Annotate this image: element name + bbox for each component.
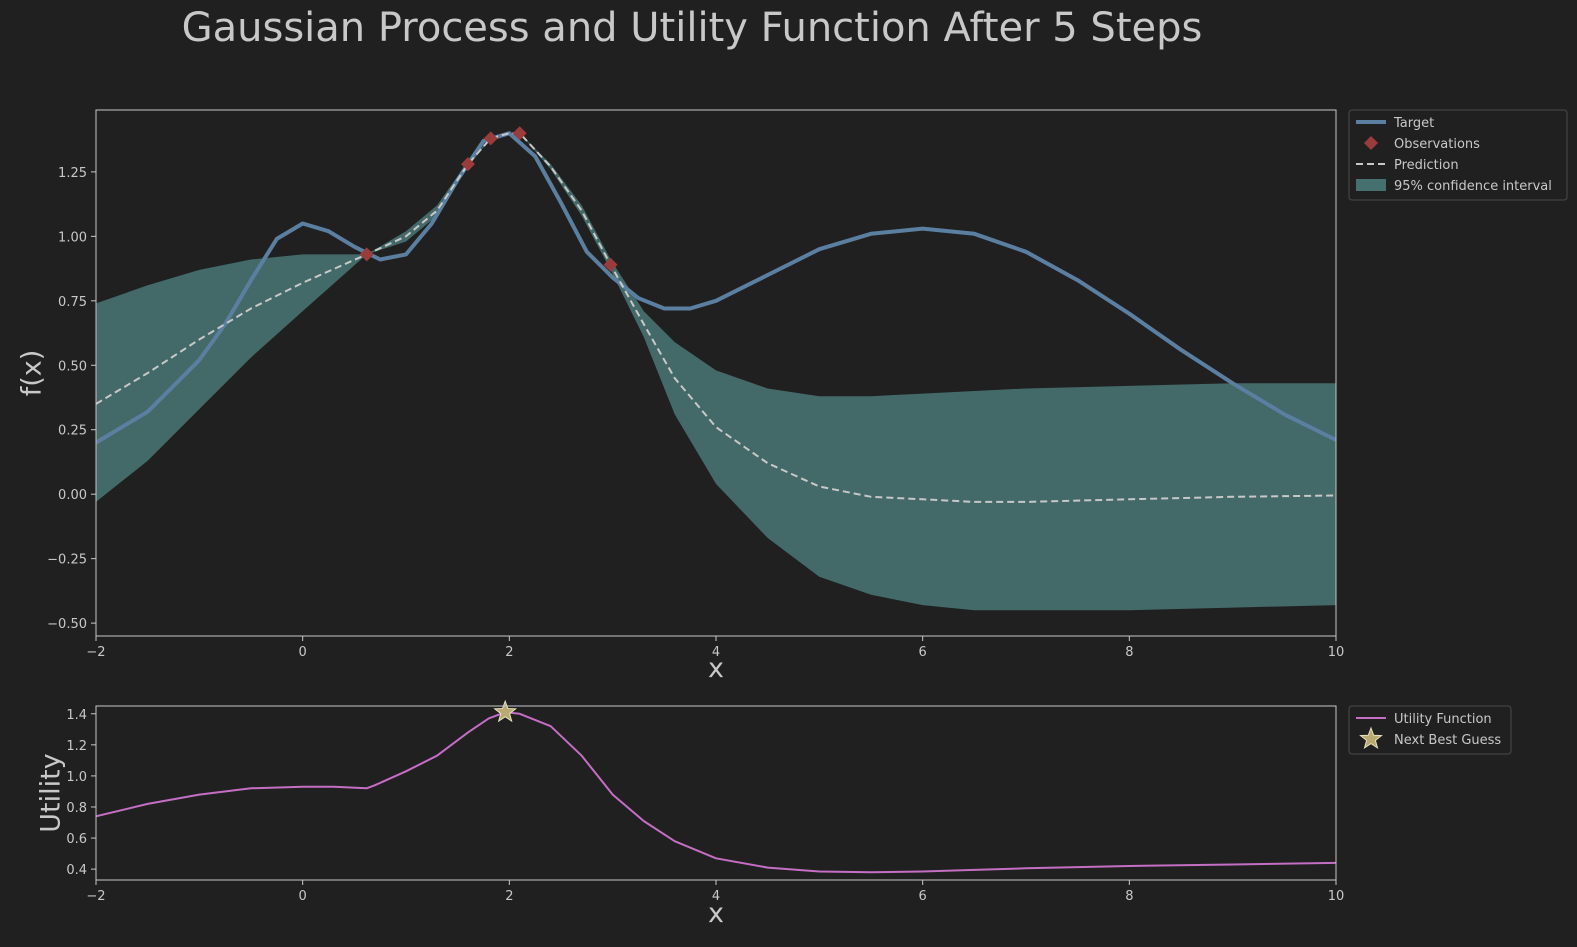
y-tick-label: 0.6 [66, 832, 87, 847]
utility-plot-area [96, 699, 1336, 874]
legend-label: Target [1393, 116, 1434, 131]
x-tick-label: 2 [505, 889, 513, 904]
observation-point [512, 126, 527, 141]
legend-swatch [1356, 179, 1386, 191]
x-tick-label: 8 [1125, 889, 1133, 904]
figure-title: Gaussian Process and Utility Function Af… [182, 5, 1203, 51]
gp-plot-area [96, 126, 1336, 611]
y-tick-label: 0.4 [66, 863, 87, 878]
x-tick-label: 4 [712, 889, 720, 904]
legend-label: Next Best Guess [1394, 733, 1501, 748]
legend-box [1348, 705, 1512, 755]
y-tick-label: 1.0 [66, 770, 87, 785]
y-tick-label: 1.2 [66, 739, 87, 754]
observation-point [461, 157, 475, 172]
utility-utility-function-line [96, 711, 1336, 874]
utility-legend: Utility Function Next Best Guess [1348, 705, 1512, 755]
y-tick-label: −0.50 [47, 617, 87, 632]
y-tick-label: 0.25 [58, 424, 87, 439]
y-tick-label: 1.4 [66, 708, 87, 723]
x-tick-label: 6 [919, 889, 927, 904]
y-tick-label: 0.50 [58, 359, 87, 374]
observation-point [359, 247, 374, 262]
gp-y-axis-label: f(x) [17, 350, 48, 397]
legend-label: Prediction [1394, 158, 1459, 173]
x-tick-label: 10 [1328, 645, 1345, 660]
gp-y-ticks: −0.50 −0.25 0.00 0.25 0.50 0.75 1.00 1.25 [47, 166, 96, 632]
gp-prediction-line [96, 132, 1336, 503]
y-tick-label: −0.25 [47, 553, 87, 568]
utility-axes: −2 0 2 4 6 8 10 0.4 0.6 0.8 1.0 1.2 1.4 x Utility U… [36, 699, 1512, 929]
x-tick-label: 0 [299, 889, 307, 904]
utility-axes-frame [95, 705, 1337, 881]
legend-label: Observations [1394, 137, 1480, 152]
x-tick-label: 6 [919, 645, 927, 660]
next-best-guess-marker [493, 699, 518, 723]
x-tick-label: 8 [1125, 645, 1133, 660]
legend-swatch [1364, 136, 1378, 150]
legend-swatch [1359, 726, 1383, 750]
y-tick-label: 1.25 [58, 166, 87, 181]
y-tick-label: 0.75 [58, 295, 87, 310]
gp-x-axis-label: x [708, 653, 724, 684]
x-tick-label: 4 [712, 645, 720, 660]
y-tick-label: 0.00 [58, 488, 87, 503]
x-tick-label: 10 [1328, 889, 1345, 904]
gp-legend: Target Observations Prediction 95% confiden… [1348, 109, 1568, 201]
utility-x-axis-label: x [708, 898, 724, 929]
x-tick-label: −2 [86, 645, 105, 660]
gp-95-confidence-interval-band [96, 133, 1336, 611]
gp-target-line [96, 131, 1336, 445]
observation-point [603, 257, 618, 272]
x-tick-label: 0 [299, 645, 307, 660]
observation-point [483, 131, 498, 146]
y-tick-label: 1.00 [58, 230, 87, 245]
x-tick-label: 2 [505, 645, 513, 660]
utility-y-ticks: 0.4 0.6 0.8 1.0 1.2 1.4 [66, 708, 96, 878]
legend-label: Utility Function [1394, 712, 1492, 727]
gp-x-ticks: −2 0 2 4 6 8 10 [86, 636, 1344, 660]
x-tick-label: −2 [86, 889, 105, 904]
legend-label: 95% confidence interval [1394, 179, 1552, 194]
y-tick-label: 0.8 [66, 801, 87, 816]
utility-x-ticks: −2 0 2 4 6 8 10 [86, 880, 1344, 904]
gp-axes-frame [95, 109, 1337, 637]
utility-y-axis-label: Utility [36, 753, 67, 832]
gp-axes: −2 0 2 4 6 8 10 −0.50 −0.25 0.00 0.25 0.50 0.75 1.00… [17, 109, 1568, 684]
legend-box [1348, 109, 1568, 201]
